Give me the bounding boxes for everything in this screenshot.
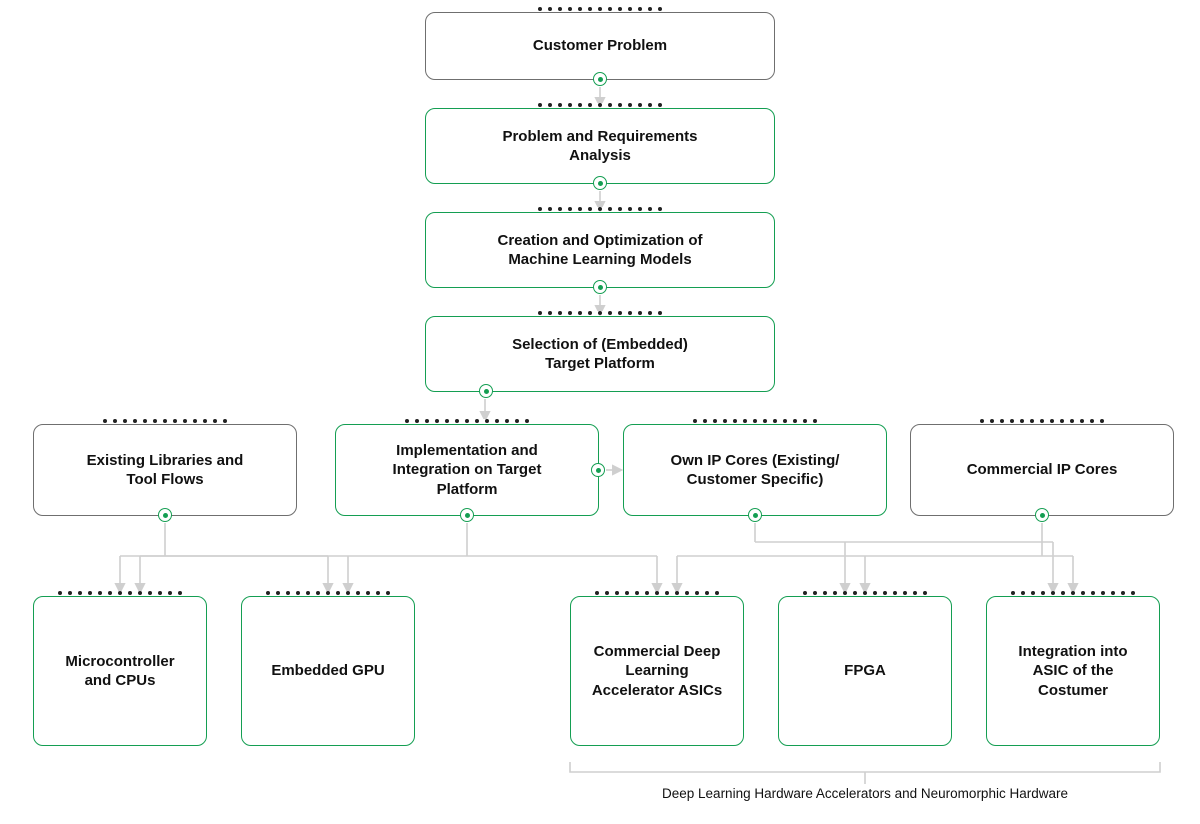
footer-bracket-label: Deep Learning Hardware Accelerators and … <box>570 786 1160 801</box>
node-label: Problem and Requirements Analysis <box>490 127 710 166</box>
node-customer-problem: Customer Problem <box>425 12 775 80</box>
ribbon-dots <box>795 591 935 595</box>
node-commercial-ip-cores: Commercial IP Cores <box>910 424 1174 516</box>
ribbon-dots <box>397 419 537 423</box>
ribbon-dots <box>530 7 670 11</box>
node-problem-requirements: Problem and Requirements Analysis <box>425 108 775 184</box>
node-label: Commercial Deep Learning Accelerator ASI… <box>587 642 727 701</box>
port-icon <box>479 384 493 398</box>
node-embedded-gpu: Embedded GPU <box>241 596 415 746</box>
ribbon-dots <box>50 591 190 595</box>
ribbon-dots <box>530 103 670 107</box>
port-icon <box>460 508 474 522</box>
port-icon <box>158 508 172 522</box>
ribbon-dots <box>530 207 670 211</box>
ribbon-dots <box>95 419 235 423</box>
node-microcontroller: Microcontroller and CPUs <box>33 596 207 746</box>
node-label: Existing Libraries and Tool Flows <box>75 451 255 490</box>
node-label: Microcontroller and CPUs <box>50 652 190 691</box>
node-label: Implementation and Integration on Target… <box>367 441 567 500</box>
node-customer-asic: Integration into ASIC of the Costumer <box>986 596 1160 746</box>
ribbon-dots <box>258 591 398 595</box>
port-icon <box>748 508 762 522</box>
ribbon-dots <box>972 419 1112 423</box>
node-label: Creation and Optimization of Machine Lea… <box>470 231 730 270</box>
node-label: Own IP Cores (Existing/ Customer Specifi… <box>655 451 855 490</box>
node-target-platform: Selection of (Embedded) Target Platform <box>425 316 775 392</box>
flowchart-canvas: Customer Problem Problem and Requirement… <box>0 0 1200 824</box>
node-label: Embedded GPU <box>271 661 384 681</box>
port-icon <box>593 72 607 86</box>
node-label: Integration into ASIC of the Costumer <box>1003 642 1143 701</box>
node-label: Commercial IP Cores <box>967 460 1118 480</box>
node-own-ip-cores: Own IP Cores (Existing/ Customer Specifi… <box>623 424 887 516</box>
port-icon <box>1035 508 1049 522</box>
node-model-creation: Creation and Optimization of Machine Lea… <box>425 212 775 288</box>
node-implementation: Implementation and Integration on Target… <box>335 424 599 516</box>
node-fpga: FPGA <box>778 596 952 746</box>
node-existing-libraries: Existing Libraries and Tool Flows <box>33 424 297 516</box>
node-label: Customer Problem <box>533 36 667 56</box>
node-label: Selection of (Embedded) Target Platform <box>490 335 710 374</box>
node-label: FPGA <box>844 661 886 681</box>
port-icon <box>593 176 607 190</box>
port-icon <box>591 463 605 477</box>
node-dl-asics: Commercial Deep Learning Accelerator ASI… <box>570 596 744 746</box>
ribbon-dots <box>530 311 670 315</box>
ribbon-dots <box>685 419 825 423</box>
ribbon-dots <box>1003 591 1143 595</box>
ribbon-dots <box>587 591 727 595</box>
port-icon <box>593 280 607 294</box>
